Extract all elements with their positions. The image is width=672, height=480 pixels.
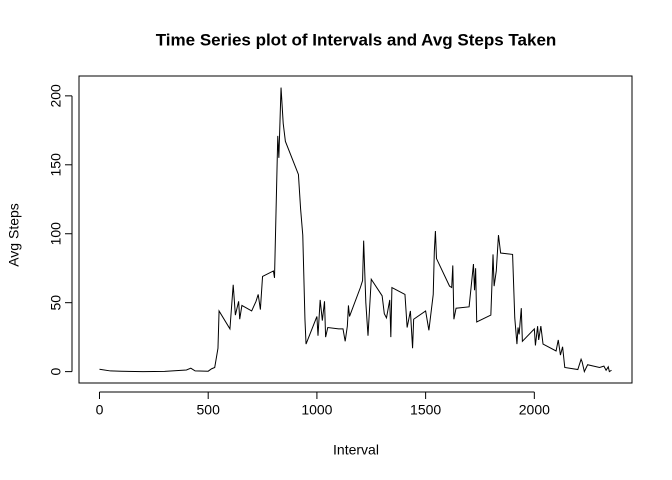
x-tick-label: 1500 bbox=[410, 402, 441, 418]
plot-box bbox=[78, 75, 633, 384]
data-line bbox=[99, 87, 612, 374]
y-axis-label: Avg Steps bbox=[6, 203, 22, 267]
x-axis-label: Interval bbox=[333, 442, 379, 458]
x-tick-label: 1000 bbox=[301, 402, 332, 418]
y-tick-label: 50 bbox=[48, 295, 64, 311]
x-tick-label: 0 bbox=[96, 402, 104, 418]
y-tick-label: 200 bbox=[48, 84, 64, 108]
x-tick-label: 500 bbox=[197, 402, 221, 418]
y-tick-label: 150 bbox=[48, 153, 64, 177]
x-tick-label: 2000 bbox=[519, 402, 550, 418]
y-tick-label: 100 bbox=[48, 222, 64, 246]
chart-title: Time Series plot of Intervals and Avg St… bbox=[156, 30, 557, 49]
y-tick-label: 0 bbox=[48, 368, 64, 376]
